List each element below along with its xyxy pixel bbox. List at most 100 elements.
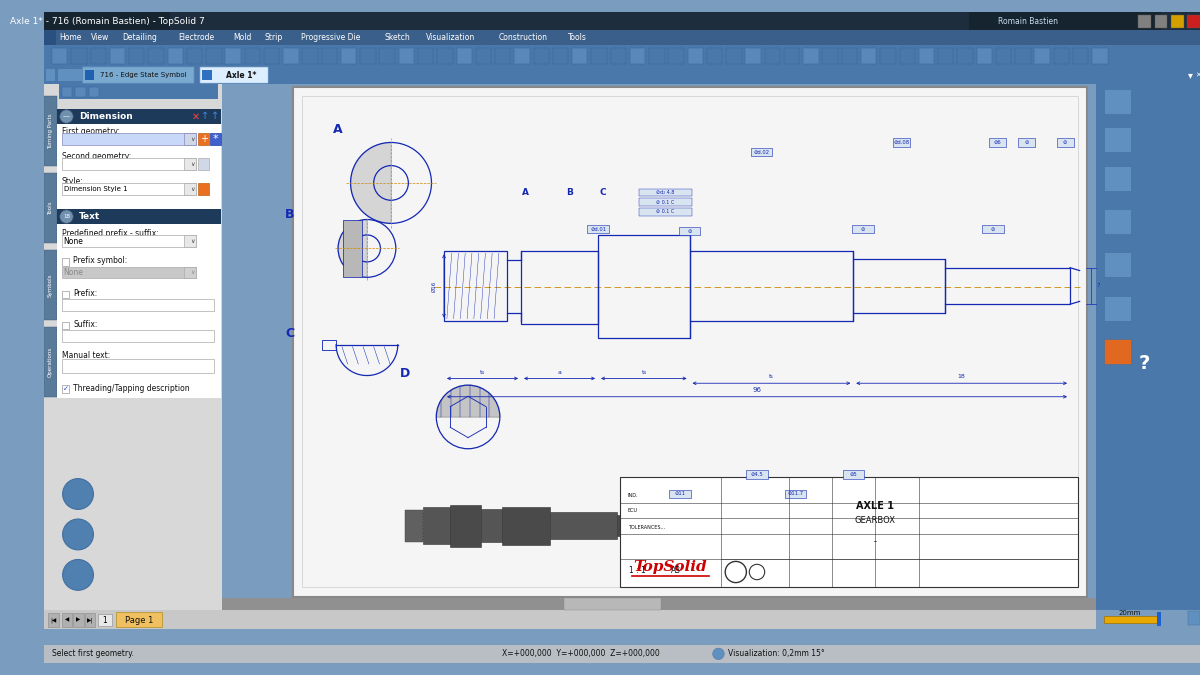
Text: Romain Bastien: Romain Bastien [997, 17, 1057, 26]
Bar [198, 158, 209, 170]
Bar [638, 198, 692, 206]
Bar [437, 48, 452, 65]
Bar [638, 208, 692, 216]
Bar [1018, 138, 1036, 147]
Text: ⊘d.01: ⊘d.01 [590, 227, 606, 232]
Bar [588, 225, 608, 234]
Text: ⊘: ⊘ [991, 227, 995, 232]
Text: Operations: Operations [48, 347, 53, 377]
Text: ▶|: ▶| [86, 618, 94, 623]
Bar [44, 66, 1200, 84]
Text: 716 - Edge State Symbol: 716 - Edge State Symbol [100, 72, 186, 78]
Text: Manual text:: Manual text: [61, 351, 110, 360]
Text: ⊘: ⊘ [860, 227, 865, 232]
Bar [690, 251, 853, 321]
Bar [1157, 612, 1160, 626]
Text: ✕: ✕ [192, 111, 199, 121]
Bar [853, 259, 944, 313]
Bar [58, 70, 66, 81]
Text: ⊘ 0.1 C: ⊘ 0.1 C [656, 209, 674, 215]
Text: ⊘d₂ 4.8: ⊘d₂ 4.8 [656, 190, 674, 195]
Polygon shape [437, 385, 500, 417]
Bar [341, 48, 356, 65]
Bar [203, 70, 212, 80]
Text: ⊘11: ⊘11 [674, 491, 685, 497]
Bar [502, 506, 550, 545]
Text: Page 1: Page 1 [125, 616, 152, 624]
Text: 96: 96 [752, 387, 762, 393]
Bar [210, 133, 221, 145]
Bar [98, 614, 112, 626]
Text: Progressive Die: Progressive Die [301, 33, 361, 42]
Text: IND.: IND. [628, 493, 638, 498]
Text: ⊘6: ⊘6 [994, 140, 1002, 145]
Text: ◀: ◀ [65, 618, 70, 622]
Bar [1073, 48, 1088, 65]
Text: Ø16: Ø16 [431, 280, 437, 292]
Bar [938, 48, 954, 65]
Text: TopSolid: TopSolid [634, 560, 707, 574]
Bar [1188, 16, 1200, 28]
Bar [572, 48, 588, 65]
Text: Style:: Style: [61, 178, 84, 186]
Bar [670, 489, 690, 498]
Text: *: * [212, 134, 218, 144]
Bar [44, 97, 56, 165]
Text: Prefix:: Prefix: [73, 289, 97, 298]
Bar [521, 251, 598, 323]
Text: Electrode: Electrode [178, 33, 214, 42]
Bar [822, 48, 838, 65]
Bar [44, 327, 56, 397]
Bar [89, 86, 100, 97]
Bar [222, 598, 1096, 610]
Bar [456, 48, 472, 65]
Bar [862, 48, 876, 65]
Bar [130, 48, 144, 65]
Bar [44, 250, 56, 320]
Bar [226, 48, 241, 65]
Text: View: View [91, 33, 109, 42]
Text: Turning Parts: Turning Parts [48, 113, 53, 148]
Bar [44, 30, 1200, 45]
Bar [44, 12, 169, 30]
Text: ∨: ∨ [190, 187, 194, 192]
Bar [496, 48, 510, 65]
Bar [44, 12, 1200, 30]
Bar [76, 86, 85, 97]
Bar [61, 291, 70, 298]
Bar [746, 470, 768, 479]
Bar [360, 48, 376, 65]
Bar [61, 359, 214, 373]
Text: Threading/Tapping description: Threading/Tapping description [73, 383, 190, 393]
Text: +: + [199, 134, 208, 144]
Circle shape [713, 648, 725, 659]
Text: Predefined prefix - suffix:: Predefined prefix - suffix: [61, 230, 158, 238]
Text: Sketch: Sketch [384, 33, 410, 42]
Bar [198, 133, 209, 145]
Bar [1104, 127, 1130, 152]
Bar [184, 133, 197, 145]
Text: ✕: ✕ [1195, 72, 1200, 78]
Bar [649, 48, 665, 65]
Bar [149, 48, 163, 65]
Text: Tools: Tools [568, 33, 587, 42]
Text: D: D [401, 367, 410, 380]
Text: AXLE 1: AXLE 1 [857, 501, 894, 510]
Bar [66, 70, 74, 81]
Text: GEARBOX: GEARBOX [854, 516, 896, 524]
Bar [620, 477, 1078, 587]
Bar [56, 209, 221, 224]
Bar [785, 489, 806, 498]
Bar [398, 48, 414, 65]
Bar [206, 48, 222, 65]
Bar [564, 598, 661, 610]
Text: ↑: ↑ [211, 111, 220, 121]
Bar [61, 258, 70, 266]
Text: A: A [522, 188, 529, 197]
Bar [44, 645, 1200, 663]
Bar [56, 124, 221, 235]
Bar [881, 48, 895, 65]
Text: ⊘d.02: ⊘d.02 [754, 150, 770, 155]
Text: ⊘: ⊘ [1063, 140, 1067, 145]
Text: Detailing: Detailing [122, 33, 157, 42]
